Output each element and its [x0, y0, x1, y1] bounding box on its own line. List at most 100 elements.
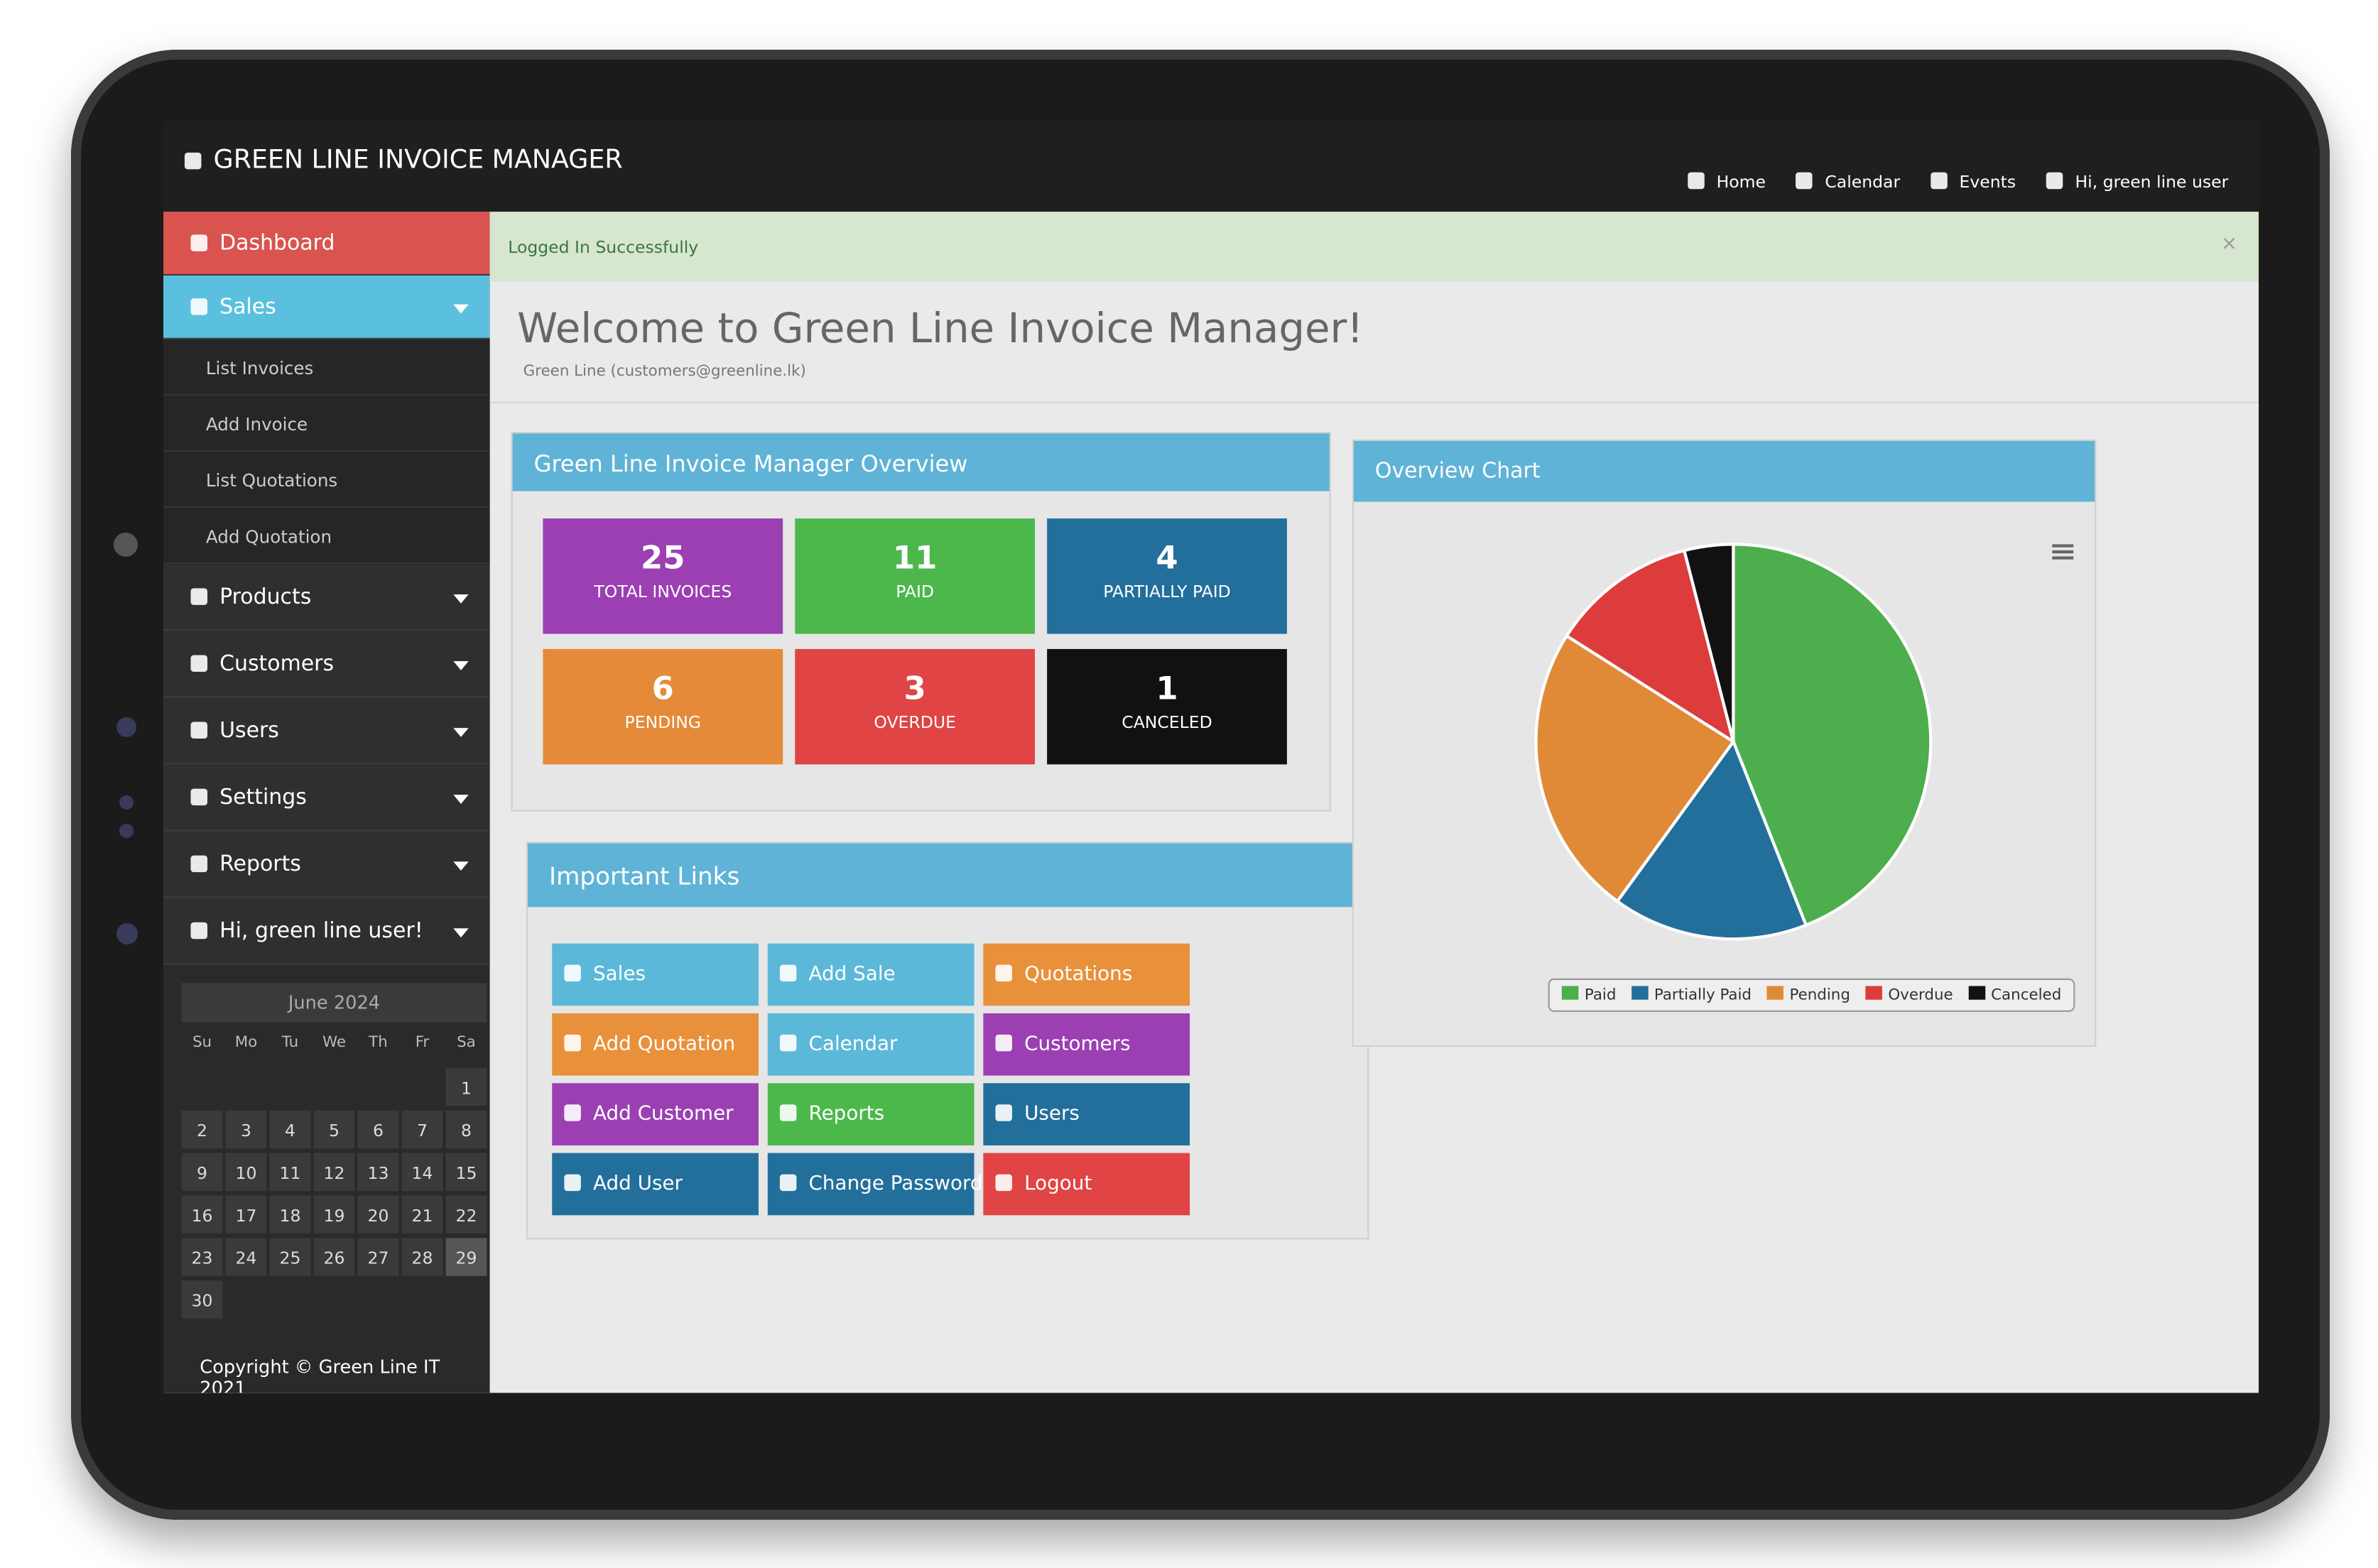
calendar-day[interactable]: 17: [225, 1195, 267, 1234]
calendar-day[interactable]: 28: [401, 1238, 443, 1276]
pie-slice[interactable]: [1564, 548, 1736, 746]
legend-label: Canceled: [1991, 987, 2062, 1005]
sidebar-item[interactable]: Settings: [163, 764, 490, 832]
legend-label: Overdue: [1888, 987, 1953, 1005]
stat-value: 6: [651, 670, 674, 707]
calendar-day[interactable]: 19: [313, 1195, 355, 1234]
calendar-day[interactable]: 26: [313, 1238, 355, 1276]
link-button[interactable]: Change Password: [767, 1153, 983, 1216]
link-button[interactable]: Add Sale: [767, 943, 974, 1006]
link-button[interactable]: Add Customer: [552, 1083, 759, 1145]
sidebar-item[interactable]: Customers: [163, 631, 490, 698]
link-label: Add Quotation: [592, 1033, 736, 1056]
link-button[interactable]: Sales: [552, 943, 759, 1006]
link-label: Add User: [592, 1172, 683, 1196]
calendar-day[interactable]: 11: [269, 1153, 311, 1192]
main: Logged In Successfully × Welcome to Gree…: [489, 212, 2259, 1393]
sidebar-subitem[interactable]: Add Quotation: [163, 508, 490, 565]
sidebar-item[interactable]: Products: [163, 564, 490, 631]
link-button[interactable]: Quotations: [983, 943, 1190, 1006]
stat-tile[interactable]: 3 OVERDUE: [795, 648, 1036, 765]
sidebar-subitem[interactable]: List Quotations: [163, 452, 490, 508]
stat-tile[interactable]: 1 CANCELED: [1047, 648, 1287, 765]
calendar-day[interactable]: 1: [445, 1067, 487, 1106]
app-title-text: GREEN LINE INVOICE MANAGER: [213, 145, 623, 175]
link-button[interactable]: Users: [983, 1083, 1190, 1145]
icon: [779, 1174, 797, 1192]
link-label: Add Customer: [592, 1103, 734, 1126]
stat-tile[interactable]: 11 PAID: [795, 518, 1036, 634]
calendar-day[interactable]: 9: [181, 1153, 223, 1192]
sidebar-subitem[interactable]: Add Invoice: [163, 395, 490, 452]
sidebar-item[interactable]: Sales: [163, 276, 490, 339]
nav-link[interactable]: Events: [1930, 172, 2016, 192]
link-button[interactable]: Calendar: [767, 1013, 974, 1076]
legend-item[interactable]: Pending: [1766, 986, 1850, 1004]
stat-tile[interactable]: 6 PENDING: [543, 648, 783, 765]
calendar-title[interactable]: June 2024: [181, 983, 487, 1023]
sidebar-item[interactable]: Dashboard: [163, 212, 490, 276]
pie-slice[interactable]: [1615, 738, 1808, 941]
weekday: Th: [369, 1034, 388, 1052]
stat-tile[interactable]: 25 TOTAL INVOICES: [543, 518, 783, 634]
icon: [779, 1104, 797, 1121]
pie-slice[interactable]: [1682, 543, 1735, 742]
sidebar-item[interactable]: Reports: [163, 831, 490, 898]
calendar-day[interactable]: 16: [181, 1195, 223, 1234]
calendar-day[interactable]: 6: [357, 1110, 399, 1149]
legend-swatch: [1561, 986, 1579, 1000]
sidebar-subitem[interactable]: List Invoices: [163, 339, 490, 396]
stat-label: CANCELED: [1122, 712, 1212, 733]
sidebar-label: Products: [219, 585, 312, 610]
calendar-day[interactable]: 21: [401, 1195, 443, 1234]
calendar-day[interactable]: 27: [357, 1238, 399, 1276]
sidebar-label: Dashboard: [219, 232, 335, 256]
pie-slice[interactable]: [1534, 633, 1736, 904]
calendar-day[interactable]: 12: [313, 1153, 355, 1192]
sidebar-item[interactable]: Hi, green line user!: [163, 898, 490, 965]
icon: [995, 1034, 1012, 1052]
calendar-day[interactable]: 29: [445, 1238, 487, 1276]
calendar-day[interactable]: 25: [269, 1238, 311, 1276]
stat-tile[interactable]: 4 PARTIALLY PAID: [1047, 518, 1287, 634]
calendar-day[interactable]: 22: [445, 1195, 487, 1234]
calendar-day[interactable]: 8: [445, 1110, 487, 1149]
calendar-day[interactable]: 7: [401, 1110, 443, 1149]
chart-menu[interactable]: [2052, 544, 2074, 560]
link-button[interactable]: Add Quotation: [552, 1013, 759, 1076]
pie-slice[interactable]: [1732, 543, 1933, 927]
link-button[interactable]: Add User: [552, 1153, 759, 1216]
icon: [184, 152, 202, 170]
nav-link[interactable]: Calendar: [1796, 172, 1900, 192]
nav-link[interactable]: Home: [1687, 172, 1766, 192]
sidebar-item[interactable]: Users: [163, 697, 490, 765]
link-button[interactable]: Logout: [983, 1153, 1190, 1216]
calendar-day[interactable]: 4: [269, 1110, 311, 1149]
link-button[interactable]: Reports: [767, 1083, 974, 1145]
calendar-day[interactable]: 2: [181, 1110, 223, 1149]
icon: [190, 922, 207, 940]
calendar-day[interactable]: 13: [357, 1153, 399, 1192]
nav-link[interactable]: Hi, green line user: [2046, 172, 2228, 192]
legend-item[interactable]: Overdue: [1865, 986, 1953, 1004]
calendar-day[interactable]: 15: [445, 1153, 487, 1192]
calendar-day[interactable]: 18: [269, 1195, 311, 1234]
calendar-day[interactable]: 23: [181, 1238, 223, 1276]
nav-link-text: Home: [1716, 172, 1766, 192]
calendar-day[interactable]: 24: [225, 1238, 267, 1276]
legend-item[interactable]: Paid: [1561, 986, 1616, 1004]
app-title[interactable]: GREEN LINE INVOICE MANAGER: [184, 145, 623, 175]
link-button[interactable]: Customers: [983, 1013, 1190, 1076]
sensor: [119, 795, 134, 810]
calendar-day[interactable]: 30: [181, 1280, 223, 1319]
calendar-day[interactable]: 3: [225, 1110, 267, 1149]
calendar-day[interactable]: 10: [225, 1153, 267, 1192]
calendar-day[interactable]: 5: [313, 1110, 355, 1149]
legend-item[interactable]: Partially Paid: [1631, 986, 1752, 1004]
calendar-day[interactable]: 14: [401, 1153, 443, 1192]
legend-item[interactable]: Canceled: [1968, 986, 2061, 1004]
nav-link-text: Events: [1959, 172, 2016, 192]
calendar-day[interactable]: 20: [357, 1195, 399, 1234]
close-button[interactable]: ×: [2220, 233, 2238, 256]
